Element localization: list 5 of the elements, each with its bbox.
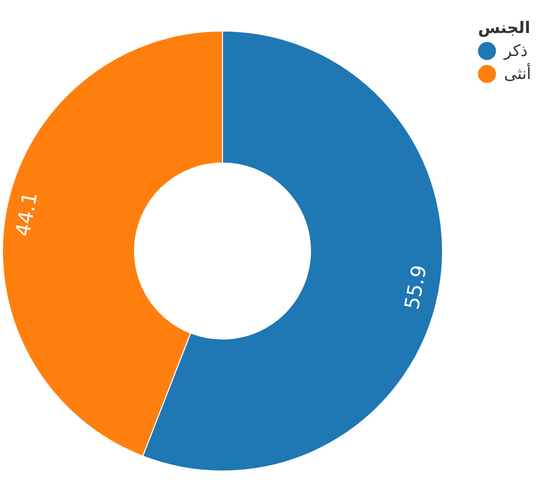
legend-title: الجنس bbox=[478, 18, 532, 37]
legend-label: ذكر bbox=[504, 41, 528, 60]
legend-label: أنثى bbox=[504, 64, 532, 83]
data-label: 55.9 bbox=[399, 263, 432, 312]
data-label: 44.1 bbox=[10, 190, 42, 238]
